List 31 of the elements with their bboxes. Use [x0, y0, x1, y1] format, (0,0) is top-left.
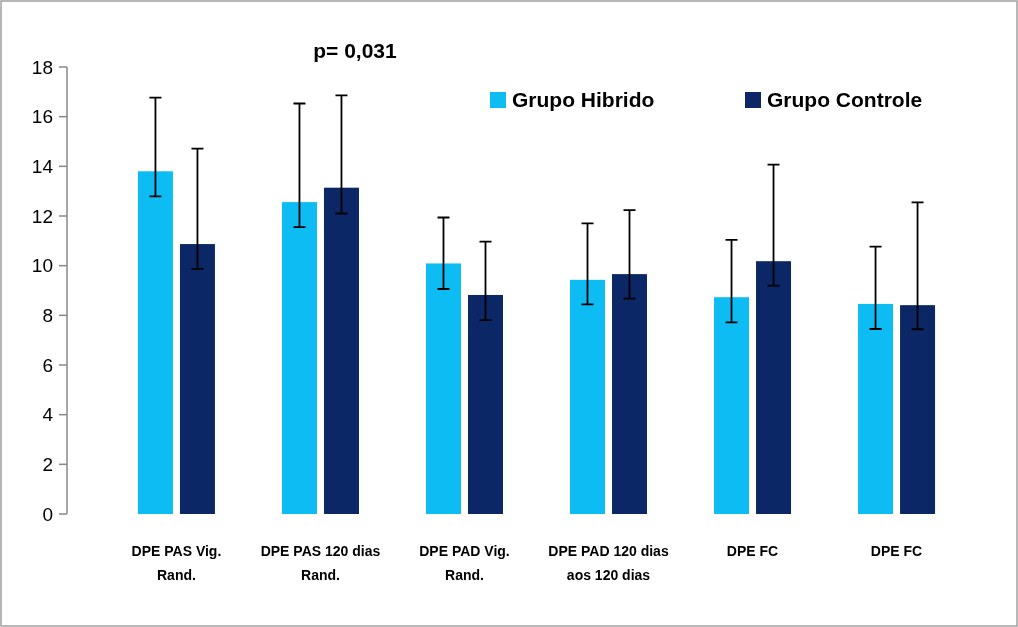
x-tick-label: DPE PAS Vig. Rand. — [131, 543, 222, 583]
x-tick-label: DPE PAS 120 dias Rand. — [260, 543, 381, 583]
bar — [900, 305, 936, 514]
y-tick-label: 18 — [31, 56, 53, 78]
x-tick-label: DPE FC — [726, 543, 779, 559]
y-tick-label: 2 — [42, 453, 53, 475]
bar — [858, 303, 894, 514]
bar — [714, 297, 750, 514]
bar — [137, 171, 173, 514]
bar — [756, 261, 792, 514]
x-tick-label: DPE FC — [870, 543, 923, 559]
bar — [179, 244, 215, 514]
y-tick-label: 8 — [42, 304, 53, 326]
bar — [425, 263, 461, 514]
y-tick-label: 0 — [42, 503, 53, 525]
legend-label: Grupo Hibrido — [512, 88, 655, 112]
y-tick-label: 12 — [31, 205, 53, 227]
legend-label: Grupo Controle — [767, 88, 923, 112]
y-tick-label: 4 — [42, 404, 54, 426]
x-tick-label: DPE PAD Vig. Rand. — [419, 543, 510, 583]
y-tick-label: 16 — [31, 106, 53, 128]
x-tick-label: DPE PAD 120 dias aos 120 dias — [548, 543, 669, 583]
text: p= 0,031 — [313, 39, 398, 62]
y-tick-label: 10 — [31, 255, 53, 277]
bar — [323, 187, 359, 514]
y-tick-label: 14 — [31, 155, 54, 177]
y-tick-label: 6 — [42, 354, 53, 376]
bar — [612, 274, 648, 514]
bar — [281, 202, 317, 514]
bar — [467, 294, 503, 514]
bar — [570, 279, 606, 514]
